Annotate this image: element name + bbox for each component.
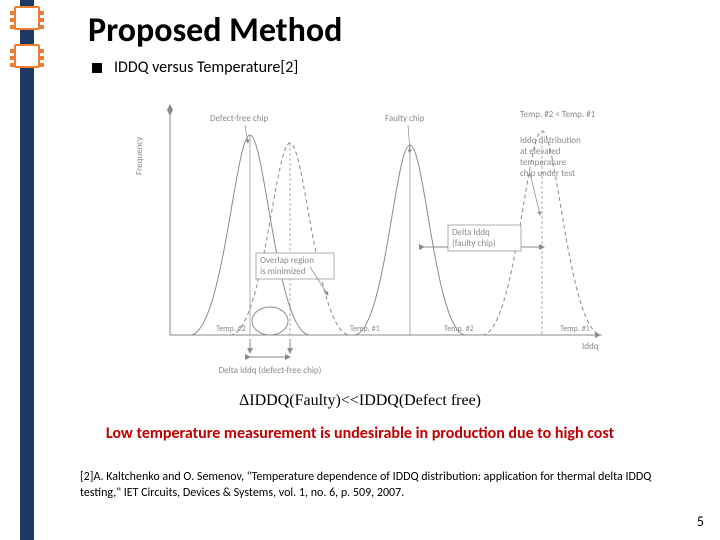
svg-text:Iddq distribution: Iddq distribution bbox=[520, 135, 581, 146]
slide-title: Proposed Method bbox=[88, 10, 342, 51]
svg-text:at elevated: at elevated bbox=[520, 146, 561, 157]
svg-text:Temp. #2: Temp. #2 bbox=[444, 324, 474, 334]
svg-text:Frequency: Frequency bbox=[134, 136, 145, 175]
svg-text:temperature: temperature bbox=[520, 157, 567, 168]
svg-text:Temp. #2 < Temp. #1: Temp. #2 < Temp. #1 bbox=[520, 109, 596, 120]
svg-text:is minimized: is minimized bbox=[260, 266, 306, 277]
chip-icon bbox=[14, 44, 40, 68]
svg-text:chip under test: chip under test bbox=[520, 168, 575, 179]
svg-text:(faulty chip): (faulty chip) bbox=[452, 238, 496, 249]
citation-text: [2]A. Kaltchenko and O. Semenov, "Temper… bbox=[80, 470, 680, 501]
svg-text:Temp. #1: Temp. #1 bbox=[350, 324, 380, 334]
page-number: 5 bbox=[697, 513, 704, 530]
bullet-text: IDDQ versus Temperature[2] bbox=[114, 58, 298, 77]
svg-text:Temp. #1: Temp. #1 bbox=[560, 324, 590, 334]
sidebar-strip bbox=[20, 0, 34, 540]
bullet-row: IDDQ versus Temperature[2] bbox=[92, 58, 298, 77]
svg-text:Iddq: Iddq bbox=[582, 341, 599, 352]
svg-text:Defect-free chip: Defect-free chip bbox=[210, 113, 269, 124]
svg-text:Faulty chip: Faulty chip bbox=[385, 113, 425, 124]
highlight-text: Low temperature measurement is undesirab… bbox=[0, 424, 720, 443]
svg-text:Delta Iddq (defect-free chip): Delta Iddq (defect-free chip) bbox=[219, 365, 322, 375]
formula-text: ΔIDDQ(Faulty)<<IDDQ(Defect free) bbox=[0, 392, 720, 410]
svg-text:Overlap region: Overlap region bbox=[260, 255, 314, 266]
chip-icon bbox=[14, 6, 40, 30]
svg-text:Temp. #2: Temp. #2 bbox=[216, 324, 246, 334]
iddq-distribution-figure: Frequency Iddq Temp. #2 Temp. #1 Temp. #2 Tem… bbox=[130, 95, 610, 375]
bullet-square-icon bbox=[92, 63, 102, 73]
svg-text:Delta Iddq: Delta Iddq bbox=[452, 227, 490, 238]
